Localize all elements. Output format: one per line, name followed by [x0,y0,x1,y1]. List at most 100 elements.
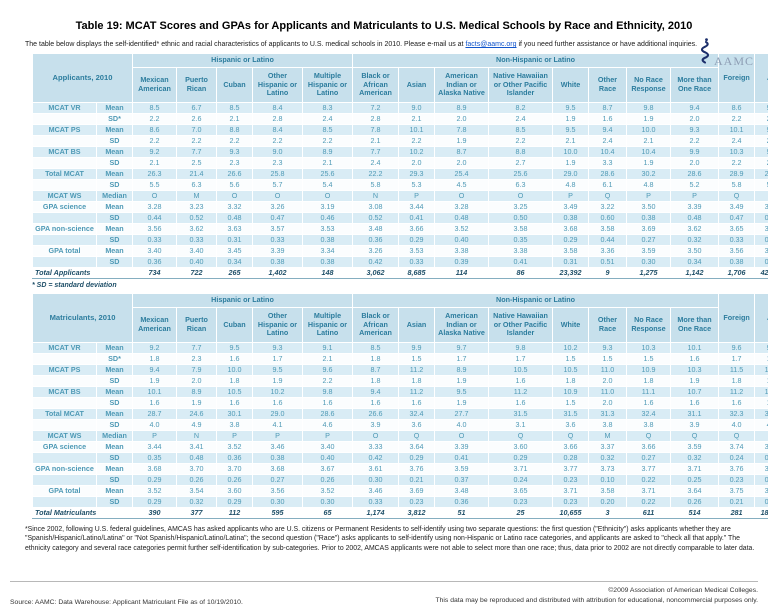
row-label: MCAT BS [33,147,97,158]
data-cell: 1.7 [435,354,489,365]
data-cell: 3.39 [435,442,489,453]
data-cell: Q [589,191,627,202]
data-cell: 8.5 [133,103,177,114]
data-cell: 0.22 [627,475,671,486]
data-cell: 3.8 [627,420,671,431]
column-group-non-hispanic: Non-Hispanic or Latino [353,54,719,68]
data-cell: P [217,431,253,442]
column-header: American Indian or Alaska Native [435,68,489,103]
data-cell: N [353,191,399,202]
data-cell: 0.36 [353,235,399,246]
data-cell: 3.57 [253,224,303,235]
data-cell: 0.51 [589,257,627,268]
data-cell: 1.6 [353,398,399,409]
data-cell: 0.23 [553,475,589,486]
data-cell: O [435,431,489,442]
data-cell: 0.30 [755,235,768,246]
data-cell: 9.2 [133,343,177,354]
data-cell: 9.0 [399,103,435,114]
data-cell: 3.76 [719,464,755,475]
total-cell: 42,742 [755,268,768,279]
column-header: Black or African American [353,68,399,103]
data-cell: 8.4 [253,103,303,114]
data-cell: 25.6 [303,169,353,180]
data-cell: 10.1 [399,125,435,136]
data-cell: M [177,191,217,202]
row-stat: SD [97,420,133,431]
row-label: MCAT WS [33,191,97,202]
column-header: Cuban [217,68,253,103]
data-cell: P [671,191,719,202]
row-stat: SD [97,257,133,268]
column-header: Cuban [217,308,253,343]
data-cell: 3.77 [553,464,589,475]
data-cell: 8.9 [177,387,217,398]
data-cell: 10.5 [553,365,589,376]
data-cell: 31.5 [489,409,553,420]
row-stat: Median [97,431,133,442]
data-cell: Q [553,431,589,442]
data-cell: 0.38 [253,453,303,464]
data-cell: 2.2 [217,136,253,147]
data-cell: 3.62 [671,224,719,235]
data-cell: 32.4 [627,409,671,420]
data-cell: 3.63 [217,224,253,235]
data-cell: 2.1 [353,136,399,147]
table-title-cell: Applicants, 2010 [33,54,133,103]
row-stat: SD [97,235,133,246]
total-cell: 8,685 [399,268,435,279]
data-cell: 2.4 [719,136,755,147]
data-cell: 3.56 [719,246,755,257]
data-cell: 9.8 [303,387,353,398]
total-cell: 3 [589,508,627,519]
data-cell: 10.1 [671,343,719,354]
data-cell: 9.0 [253,147,303,158]
data-cell: 22.2 [353,169,399,180]
data-cell: 3.46 [253,442,303,453]
column-header: Other Hispanic or Latino [253,68,303,103]
data-cell: 2.1 [755,158,768,169]
data-cell: 1.7 [253,354,303,365]
data-cell: 3.52 [435,224,489,235]
data-cell: 2.2 [719,158,755,169]
data-cell: 1.6 [133,398,177,409]
total-cell: 1,275 [627,268,671,279]
total-cell: 265 [217,268,253,279]
data-cell: 4.5 [435,180,489,191]
row-stat: SD* [97,114,133,125]
data-cell: 1.6 [399,398,435,409]
data-cell: 9.9 [671,147,719,158]
data-cell: 3.69 [399,486,435,497]
row-label [33,235,97,246]
data-cell: 31.3 [589,409,627,420]
row-stat: Mean [97,387,133,398]
data-cell: 4.9 [177,420,217,431]
row-stat: SD [97,376,133,387]
data-cell: 2.1 [133,158,177,169]
data-cell: 1.8 [399,376,435,387]
data-cell: 9.5 [553,103,589,114]
email-link[interactable]: facts@aamc.org [465,41,516,48]
data-cell: 9.1 [755,103,768,114]
row-label: GPA total [33,486,97,497]
data-cell: 2.2 [133,136,177,147]
data-cell: 0.28 [553,453,589,464]
data-cell: 8.7 [589,103,627,114]
column-header: Mexican American [133,308,177,343]
data-cell: 2.4 [489,114,553,125]
data-cell: 1.9 [627,158,671,169]
data-cell: 1.8 [719,376,755,387]
data-cell: 26.6 [353,409,399,420]
data-cell: 1.6 [217,398,253,409]
data-cell: 0.38 [553,213,589,224]
page-title: Table 19: MCAT Scores and GPAs for Appli… [0,20,768,32]
row-stat: Mean [97,442,133,453]
row-label: GPA science [33,442,97,453]
data-cell: 0.34 [217,257,253,268]
